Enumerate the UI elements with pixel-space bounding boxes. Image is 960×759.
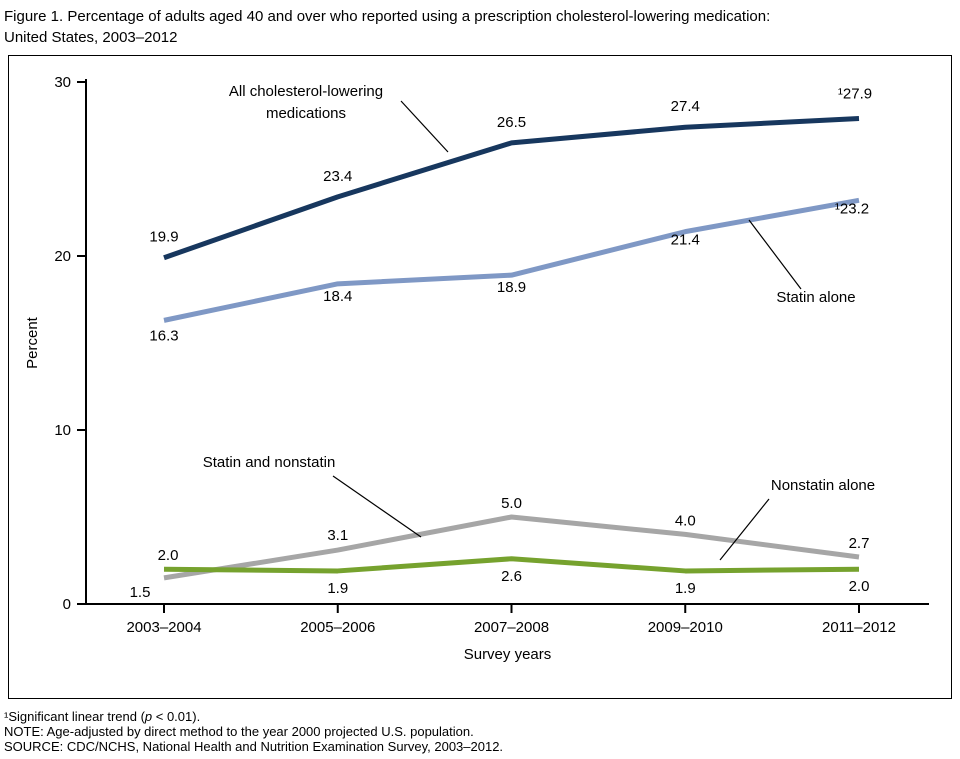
data-label-statin-and-nonstatin: 3.1 xyxy=(327,527,348,544)
data-label-statin-and-nonstatin: 5.0 xyxy=(501,495,522,512)
footnote-significance-pre: ¹Significant linear trend ( xyxy=(4,709,145,724)
y-tick-label: 30 xyxy=(54,74,71,91)
data-label-all-cholesterol-lowering-medications: 19.9 xyxy=(149,229,178,246)
annotation-leader-statin-and-nonstatin xyxy=(332,475,422,538)
data-label-nonstatin-alone: 2.6 xyxy=(501,568,522,585)
data-label-nonstatin-alone: 2.0 xyxy=(158,547,179,564)
data-label-statin-and-nonstatin: 2.7 xyxy=(849,535,870,552)
x-tick-label: 2011–2012 xyxy=(822,619,896,636)
data-label-statin-and-nonstatin: 1.5 xyxy=(130,584,151,601)
y-tick-label: 0 xyxy=(63,596,71,613)
data-label-statin-and-nonstatin: 4.0 xyxy=(675,512,696,529)
annotation-all-cholesterol-lowering: All cholesterol-lowering xyxy=(229,83,383,100)
data-label-all-cholesterol-lowering-medications: 26.5 xyxy=(497,114,526,131)
figure-title: Figure 1. Percentage of adults aged 40 a… xyxy=(0,0,960,48)
y-tick-label: 20 xyxy=(54,248,71,265)
x-tick-label: 2005–2006 xyxy=(300,619,375,636)
y-tick-label: 10 xyxy=(54,422,71,439)
footnote-significance: ¹Significant linear trend (p < 0.01). xyxy=(4,709,956,724)
data-label-nonstatin-alone: 2.0 xyxy=(849,578,870,595)
footnote-significance-p: p xyxy=(144,709,153,724)
x-axis-title: Survey years xyxy=(464,646,552,663)
footnotes: ¹Significant linear trend (p < 0.01). NO… xyxy=(0,699,960,754)
series-line-all-cholesterol-lowering-medications xyxy=(163,116,860,261)
annotation-leader-all-cholesterol-lowering xyxy=(400,100,449,153)
annotation-leader-statin-alone xyxy=(748,219,802,290)
annotation-nonstatin-alone: Nonstatin alone xyxy=(771,477,875,494)
data-label-all-cholesterol-lowering-medications: 23.4 xyxy=(323,168,352,185)
data-label-nonstatin-alone: 1.9 xyxy=(327,580,348,597)
figure-title-line1: Figure 1. Percentage of adults aged 40 a… xyxy=(4,8,771,25)
x-tick-label: 2003–2004 xyxy=(126,619,201,636)
data-label-statin-alone: 18.9 xyxy=(497,279,526,296)
series-line-statin-alone xyxy=(163,197,860,323)
data-label-all-cholesterol-lowering-medications: 27.4 xyxy=(671,98,700,115)
figure-title-line2: United States, 2003–2012 xyxy=(4,29,178,46)
data-label-statin-alone: ¹23.2 xyxy=(835,200,869,217)
annotation-statin-and-nonstatin: Statin and nonstatin xyxy=(203,454,336,471)
annotation-all-cholesterol-lowering: medications xyxy=(266,105,346,122)
footnote-significance-post: < 0.01). xyxy=(152,709,201,724)
annotation-leader-nonstatin-alone xyxy=(719,498,770,561)
footnote-source: SOURCE: CDC/NCHS, National Health and Nu… xyxy=(4,739,504,754)
data-label-statin-alone: 18.4 xyxy=(323,288,352,305)
x-tick-label: 2007–2008 xyxy=(474,619,549,636)
data-label-statin-alone: 21.4 xyxy=(671,232,700,249)
data-label-statin-alone: 16.3 xyxy=(149,327,178,344)
line-chart-svg: 0 10 20 30 2003–2004 2005–2006 2007–2008 2009–2… xyxy=(24,74,929,663)
series-line-nonstatin-alone xyxy=(163,556,860,574)
footnote-note: NOTE: Age-adjusted by direct method to t… xyxy=(4,724,474,739)
x-tick-label: 2009–2010 xyxy=(648,619,723,636)
chart-container: 0 10 20 30 2003–2004 2005–2006 2007–2008 2009–2… xyxy=(8,55,952,699)
data-label-all-cholesterol-lowering-medications: ¹27.9 xyxy=(838,86,872,103)
annotation-statin-alone: Statin alone xyxy=(776,289,855,306)
series-line-statin-and-nonstatin xyxy=(163,514,860,581)
data-label-nonstatin-alone: 1.9 xyxy=(675,580,696,597)
y-axis-title: Percent xyxy=(24,316,41,369)
